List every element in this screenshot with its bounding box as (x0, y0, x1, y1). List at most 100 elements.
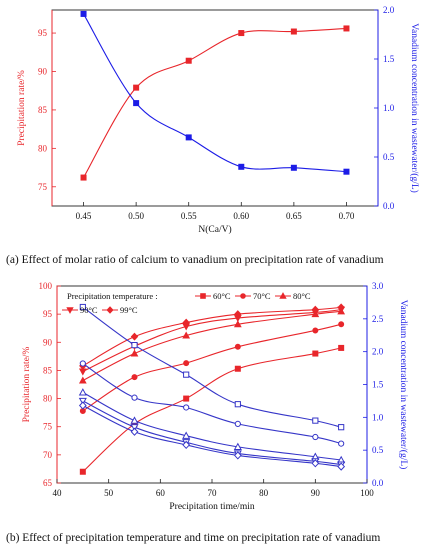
chart1-series-3-line (82, 309, 342, 373)
chart1-y2-tick-label: 2.5 (372, 314, 384, 324)
chart1-series-5-point (79, 303, 86, 311)
chart1-series-7-point (233, 442, 242, 450)
chart1-series-1-point (234, 343, 241, 350)
chart1-series-2-line (82, 310, 342, 382)
chart1-x-tick-label: 70 (208, 488, 218, 498)
chart1-x-tick-label: 100 (360, 488, 374, 498)
chart1-x-axis-label: Precipitation time/min (169, 502, 254, 512)
chart0-y-tick-label: 85 (38, 105, 48, 115)
chart1-series-7-point (78, 388, 87, 396)
chart1-legend-label: 70°C (253, 291, 271, 301)
chart1-series-1-point (338, 321, 345, 328)
chart1-series-6-line (82, 363, 342, 445)
chart1-legend-marker (66, 307, 74, 314)
chart1-series-4-point (130, 332, 139, 341)
chart1-y2-tick-label: 0.0 (372, 478, 384, 488)
chart0-series-1-point (133, 100, 140, 107)
chart0-plot-frame (51, 9, 379, 207)
chart1-x-tick-label: 90 (311, 488, 321, 498)
chart0-y2-tick-label: 0.0 (383, 201, 395, 211)
chart1-y-tick-label: 70 (43, 450, 53, 460)
chart1-legend-label: 60°C (213, 291, 231, 301)
chart1-series-2-point (78, 376, 87, 384)
chart1-legend-marker (106, 306, 114, 314)
chart0-y2-tick-label: 1.0 (383, 103, 395, 113)
chart1-series-8-point (130, 424, 139, 432)
caption-b: (b) Effect of precipitation temperature … (6, 532, 381, 544)
chart0-series-1-point (80, 10, 87, 17)
chart0-x-tick-label: 0.60 (233, 211, 249, 221)
chart1-y-tick-label: 95 (43, 309, 53, 319)
caption-a: (a) Effect of molar ratio of calcium to … (6, 254, 384, 266)
chart1-series-1-line (82, 323, 342, 412)
chart0-series-0-point (238, 30, 245, 37)
chart0-series-0-line (83, 27, 347, 178)
chart1-series-7-line (82, 391, 342, 461)
chart0-x-tick-label: 0.70 (339, 211, 355, 221)
chart1-y-axis-label: Precipitation rate/% (22, 347, 32, 423)
chart0-series-1-point (290, 164, 297, 171)
chart1-x-tick-label: 40 (53, 488, 63, 498)
chart0-y-tick-label: 75 (38, 182, 48, 192)
chart1-legend-label: 80°C (293, 291, 311, 301)
chart1-series-0-point (183, 395, 190, 402)
chart0-y-axis-label: Precipitation rate/% (17, 70, 27, 146)
chart0-y-tick-label: 80 (38, 143, 48, 153)
chart1-series-6-point (131, 394, 138, 401)
chart1-y2-tick-label: 1.5 (372, 380, 384, 390)
chart1-series-1-point (312, 327, 319, 334)
chart1-y-tick-label: 75 (43, 422, 53, 432)
chart1-series-5-point (234, 401, 241, 408)
chart0-series-0-point (185, 57, 192, 64)
chart1-x-tick-label: 50 (104, 488, 114, 498)
chart0-x-axis-label: N(Ca/V) (198, 224, 231, 235)
chart1-series-9-point (233, 451, 242, 460)
chart1-y2-tick-label: 2.0 (372, 347, 384, 357)
chart1-series-5-point (131, 342, 138, 349)
chart1-series-4-point (337, 303, 345, 312)
chart1-series-1-point (183, 360, 190, 367)
chart1-series-0-point (234, 365, 241, 372)
chart1-series-4-point (311, 305, 320, 314)
chart0-y2-tick-label: 0.5 (383, 152, 395, 162)
chart1-series-7-point (182, 431, 191, 439)
chart1-series-0-line (82, 347, 342, 473)
chart0-series-0-point (290, 28, 297, 35)
chart0-series-1-point (238, 163, 245, 170)
chart1-series-1-point (131, 374, 138, 381)
chart1-legend-marker (200, 293, 206, 299)
chart1-series-9-point (182, 440, 191, 450)
chart1-series-0-point (312, 350, 319, 357)
chart1-legend-marker (279, 292, 287, 299)
chart1-x-tick-label: 80 (259, 488, 269, 498)
chart0-x-tick-label: 0.50 (128, 211, 144, 221)
chart0-series-0-point (343, 25, 350, 32)
chart1-y-tick-label: 65 (43, 478, 53, 488)
chart1-series-9-point (130, 427, 139, 436)
chart0-y-tick-label: 95 (38, 28, 48, 38)
chart1-series-9-point (337, 462, 346, 471)
chart0-y2-tick-label: 1.5 (383, 54, 395, 64)
chart1-y2-tick-label: 1.0 (372, 412, 384, 422)
chart1-series-0-point (338, 344, 345, 351)
chart1-series-5-point (183, 371, 190, 378)
chart1-legend-marker (240, 293, 246, 299)
chart1-series-2-point (233, 320, 242, 328)
chart1-series-6-point (338, 440, 345, 447)
chart0-series-0-point (80, 174, 87, 181)
chart1-series-8-point (78, 397, 87, 406)
chart1-series-5-line (82, 306, 342, 428)
chart0-y2-tick-label: 2.0 (383, 5, 395, 15)
chart1-series-6-point (312, 433, 319, 441)
chart0-series-1-point (343, 168, 350, 175)
chart0-series-1-line (83, 13, 347, 173)
chart1-series-2-point (130, 349, 139, 357)
chart1-y-tick-label: 100 (39, 281, 53, 291)
chart0-y2-axis-label: Vanadium concentration in wastewater/(g/… (409, 23, 420, 193)
chart0-series-0-point (133, 84, 140, 91)
chart0-x-tick-label: 0.55 (181, 211, 197, 221)
chart1-y2-tick-label: 0.5 (372, 445, 384, 455)
chart1-x-tick-label: 60 (156, 488, 166, 498)
chart0-x-tick-label: 0.45 (76, 211, 92, 221)
